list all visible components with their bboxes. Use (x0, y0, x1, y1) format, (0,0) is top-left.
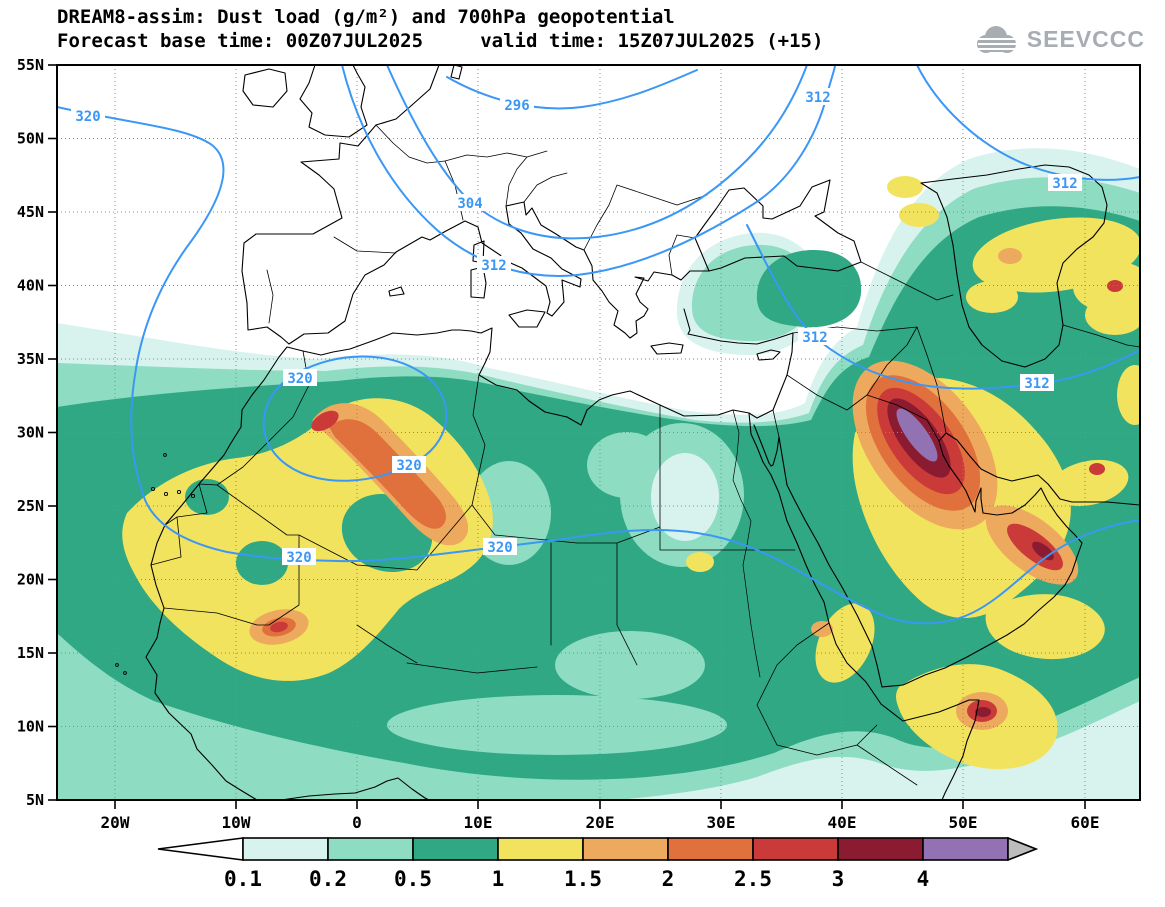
chart-title: DREAM8-assim: Dust load (g/m²) and 700hP… (57, 6, 675, 28)
svg-text:320: 320 (287, 371, 312, 387)
coastlines (115, 65, 1140, 800)
cloud-icon (976, 26, 1016, 53)
svg-text:312: 312 (1052, 176, 1077, 192)
svg-text:10W: 10W (222, 813, 251, 830)
svg-text:320: 320 (286, 550, 311, 566)
svg-text:50N: 50N (17, 130, 44, 148)
svg-text:40N: 40N (17, 277, 44, 295)
svg-text:15N: 15N (17, 644, 44, 662)
svg-text:2: 2 (662, 867, 675, 891)
svg-text:0: 0 (352, 813, 362, 830)
svg-text:20N: 20N (17, 571, 44, 589)
svg-text:312: 312 (1024, 376, 1049, 392)
seevccc-logo: SEEVCCC (969, 22, 1145, 56)
contour-labels: 320 296 312 304 312 312 320 312 320 320 320 312 (71, 88, 1082, 566)
map-panel: 320 296 312 304 312 312 320 312 320 320 320 312 20W… (17, 56, 1141, 830)
svg-text:296: 296 (504, 98, 529, 114)
svg-text:20W: 20W (101, 813, 130, 830)
svg-text:320: 320 (396, 458, 421, 474)
svg-text:10N: 10N (17, 718, 44, 736)
svg-text:30N: 30N (17, 424, 44, 442)
svg-text:1: 1 (492, 867, 505, 891)
nile-river (732, 409, 761, 678)
svg-text:5N: 5N (26, 791, 44, 809)
country-borders (150, 124, 1140, 786)
svg-text:312: 312 (805, 90, 830, 106)
svg-text:20E: 20E (586, 813, 615, 830)
svg-text:50E: 50E (949, 813, 978, 830)
logo-text: SEEVCCC (1026, 25, 1145, 52)
svg-text:4: 4 (917, 867, 930, 891)
svg-text:3: 3 (832, 867, 845, 891)
svg-text:320: 320 (75, 109, 100, 125)
svg-text:0.1: 0.1 (224, 867, 262, 891)
svg-text:1.5: 1.5 (564, 867, 602, 891)
svg-text:30E: 30E (707, 813, 736, 830)
dust-field (57, 148, 1140, 800)
svg-text:2.5: 2.5 (734, 867, 772, 891)
svg-text:45N: 45N (17, 203, 44, 221)
geopotential-contours (57, 65, 1140, 625)
svg-text:312: 312 (481, 258, 506, 274)
svg-text:60E: 60E (1071, 813, 1100, 830)
svg-text:55N: 55N (17, 56, 44, 74)
svg-text:25N: 25N (17, 497, 44, 515)
axes: 20W 10W 0 10E 20E 30E 40E 50E 60E 55N 50N 45N 40N 35N… (17, 56, 1100, 830)
svg-text:312: 312 (802, 330, 827, 346)
svg-text:320: 320 (487, 540, 512, 556)
svg-text:0.5: 0.5 (394, 867, 432, 891)
chart-subtitle: Forecast base time: 00Z07JUL2025 valid t… (57, 30, 824, 52)
svg-text:40E: 40E (828, 813, 857, 830)
svg-text:304: 304 (457, 196, 482, 212)
svg-text:10E: 10E (464, 813, 493, 830)
dust-load-legend: 0.1 0.2 0.5 1 1.5 2 2.5 3 4 (157, 836, 1038, 891)
svg-text:35N: 35N (17, 350, 44, 368)
svg-text:0.2: 0.2 (309, 867, 347, 891)
